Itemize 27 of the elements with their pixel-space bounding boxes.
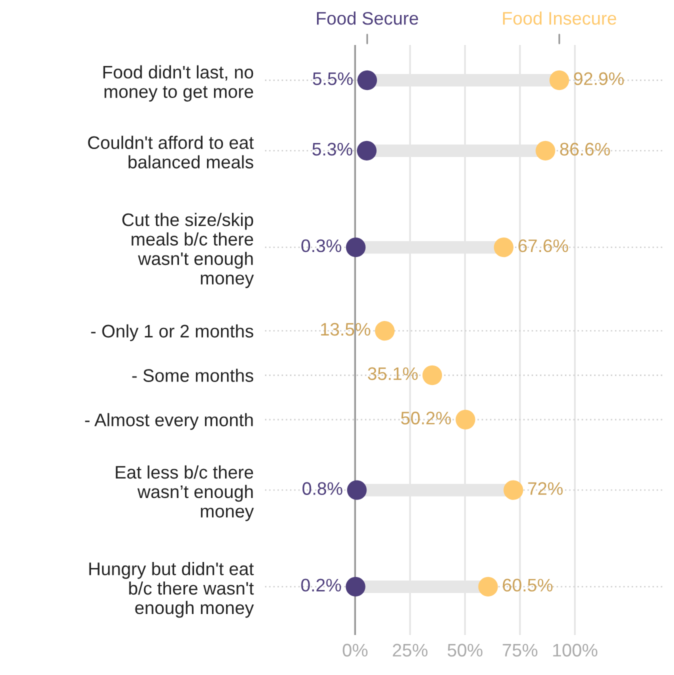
x-tick-label: 25% [392, 644, 428, 657]
text: Food Insecure [503, 12, 616, 25]
text: 35.1% [368, 367, 418, 380]
y-tick-label: Hungry but didn't eat b/c there wasn't enough money [89, 562, 254, 618]
y-tick-label: Food didn't last, no money to get more [103, 65, 254, 102]
text: 0.2% [301, 578, 342, 592]
text: 0.8% [302, 482, 342, 495]
text: 60.5% [502, 578, 553, 592]
y-tick-label: - Almost every month [85, 413, 253, 430]
text: 86.6% [560, 142, 610, 156]
y-tick-label: - Only 1 or 2 months [91, 324, 254, 342]
x-tick-label: 50% [448, 644, 482, 657]
y-tick-label: Cut the size/skip meals b/c there wasn't enough money [122, 212, 254, 288]
text: 50.2% [401, 412, 451, 424]
text: 92.9% [574, 72, 624, 86]
x-tick-label: 100% [553, 644, 598, 657]
x-tick-label: 75% [502, 644, 538, 657]
text: 72% [528, 482, 563, 495]
text: 5.5% [312, 72, 353, 86]
y-tick-label: Couldn't afford to eat balanced meals [88, 136, 254, 168]
text: 67.6% [518, 239, 568, 252]
x-tick-label: 0% [342, 644, 368, 657]
text: 0.3% [301, 239, 342, 252]
y-tick-label: Eat less b/c there wasn’t enough money [116, 465, 254, 522]
y-tick-label: - Some months [132, 368, 254, 382]
text: 5.3% [312, 142, 352, 156]
text: Food Secure [316, 12, 418, 25]
